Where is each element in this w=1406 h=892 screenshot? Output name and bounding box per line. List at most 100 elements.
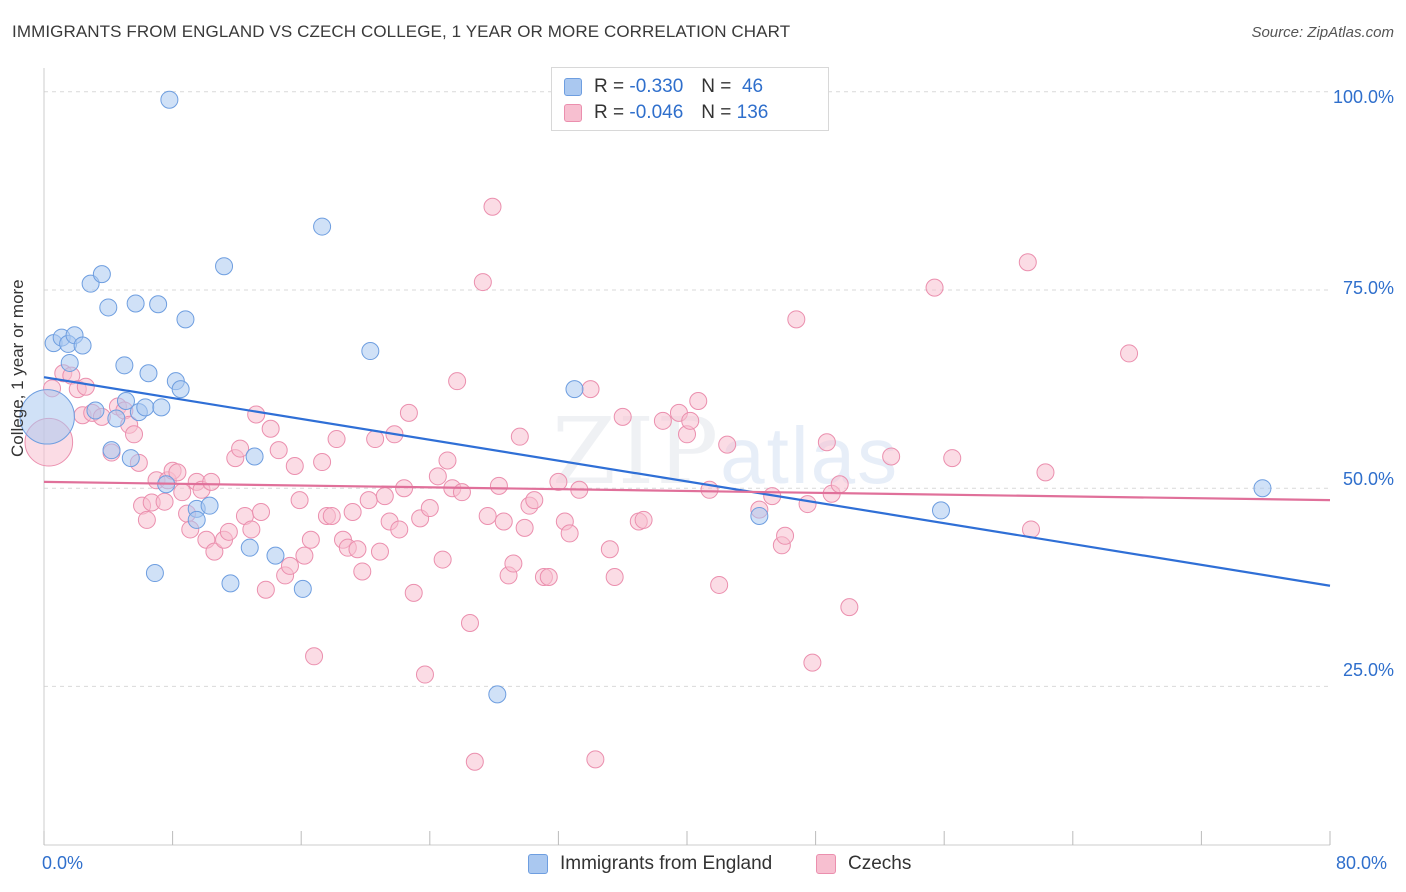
- england-point: [102, 441, 121, 460]
- x-tick-label-min: 0.0%: [42, 853, 84, 873]
- czech-point: [803, 653, 822, 672]
- czech-point: [653, 411, 672, 430]
- england-point: [73, 336, 92, 355]
- czech-point: [613, 407, 632, 426]
- czech-point: [370, 542, 389, 561]
- czech-point: [882, 447, 901, 466]
- england-trend-line: [43, 376, 1331, 587]
- chart-title: IMMIGRANTS FROM ENGLAND VS CZECH COLLEGE…: [12, 22, 791, 41]
- y-axis-label: College, 1 year or more: [8, 279, 27, 457]
- czech-point: [205, 542, 224, 561]
- czech-point: [460, 614, 479, 632]
- england-point: [139, 364, 158, 383]
- czech-point: [301, 530, 320, 549]
- czech-point: [420, 499, 439, 518]
- england-point: [86, 401, 105, 420]
- england-point: [488, 685, 507, 704]
- r-value-czechs: -0.046: [629, 102, 684, 123]
- czech-point: [322, 506, 341, 525]
- czech-point: [473, 273, 492, 292]
- england-point: [313, 217, 332, 236]
- england-point: [149, 295, 168, 314]
- czech-point: [494, 512, 513, 531]
- r-label: R =: [594, 102, 625, 123]
- legend-item-england[interactable]: Immigrants from England: [528, 852, 772, 876]
- england-legend-swatch: [528, 854, 548, 874]
- x-tick-label-max: 80.0%: [1336, 853, 1388, 873]
- czech-point: [1018, 253, 1037, 272]
- source-credit: Source: ZipAtlas.com: [1251, 24, 1394, 41]
- czech-point: [125, 425, 144, 444]
- czech-point: [155, 492, 174, 511]
- czech-point: [689, 392, 708, 410]
- england-point: [293, 579, 312, 598]
- czech-point: [313, 453, 332, 472]
- legend-item-czechs[interactable]: Czechs: [816, 852, 911, 876]
- legend-label-england: Immigrants from England: [560, 853, 773, 874]
- n-label: N =: [701, 76, 732, 97]
- england-point: [115, 356, 134, 375]
- n-value-england: 46: [741, 76, 764, 97]
- czech-point: [295, 546, 314, 565]
- czech-point: [327, 430, 346, 449]
- y-tick-label-100: 100.0%: [1332, 87, 1394, 107]
- england-point: [145, 564, 164, 583]
- czech-point: [202, 472, 221, 491]
- czechs-swatch: [564, 104, 582, 122]
- czech-point: [943, 449, 962, 468]
- czech-point: [817, 433, 836, 452]
- czech-point: [448, 372, 467, 391]
- czech-point: [483, 197, 502, 216]
- england-point: [152, 398, 171, 417]
- england-point: [215, 257, 234, 276]
- czech-point: [242, 520, 261, 539]
- czech-point: [305, 647, 324, 666]
- czech-point: [581, 380, 600, 399]
- czech-point: [504, 554, 523, 573]
- czech-point: [428, 467, 447, 486]
- czech-point: [489, 476, 508, 495]
- czech-point: [586, 750, 605, 769]
- czech-point: [269, 441, 288, 460]
- czech-point: [231, 439, 250, 458]
- czech-point: [549, 472, 568, 491]
- czech-point: [605, 568, 624, 587]
- n-value-czechs: 136: [736, 102, 769, 123]
- czech-point: [634, 510, 653, 529]
- england-point: [116, 392, 135, 410]
- czech-point: [252, 503, 271, 521]
- czech-point: [404, 583, 423, 602]
- england-point: [1253, 479, 1272, 498]
- czechs-legend-swatch: [816, 854, 836, 874]
- czech-point: [290, 491, 309, 510]
- england-point: [107, 409, 126, 428]
- czech-point: [452, 483, 471, 502]
- england-point: [171, 380, 190, 399]
- england-point: [92, 265, 111, 284]
- england-point: [240, 538, 259, 557]
- czech-point: [525, 491, 544, 510]
- y-tick-label-50: 50.0%: [1342, 469, 1394, 489]
- czech-point: [390, 520, 409, 539]
- czech-point: [343, 503, 362, 521]
- england-point: [99, 298, 118, 317]
- england-point: [121, 449, 140, 468]
- czech-point: [840, 598, 859, 617]
- czech-point: [280, 556, 299, 575]
- czech-point: [776, 526, 795, 545]
- czech-point: [925, 278, 944, 297]
- correlation-legend: R = -0.330 N = 46 R = -0.046 N = 136: [551, 67, 829, 131]
- czech-point: [353, 562, 372, 581]
- legend-row-czechs: R = -0.046 N = 136: [564, 102, 768, 124]
- england-point: [19, 389, 75, 445]
- czech-point: [465, 752, 484, 771]
- watermark-atlas: atlas: [720, 411, 900, 500]
- england-point: [136, 398, 155, 417]
- czech-point: [830, 475, 849, 494]
- czech-point: [1120, 344, 1139, 363]
- r-value-england: -0.330: [629, 76, 684, 97]
- czech-point: [173, 483, 192, 502]
- y-tick-label-25: 25.0%: [1342, 660, 1394, 680]
- czech-trend-line: [43, 480, 1331, 502]
- czech-point: [433, 550, 452, 569]
